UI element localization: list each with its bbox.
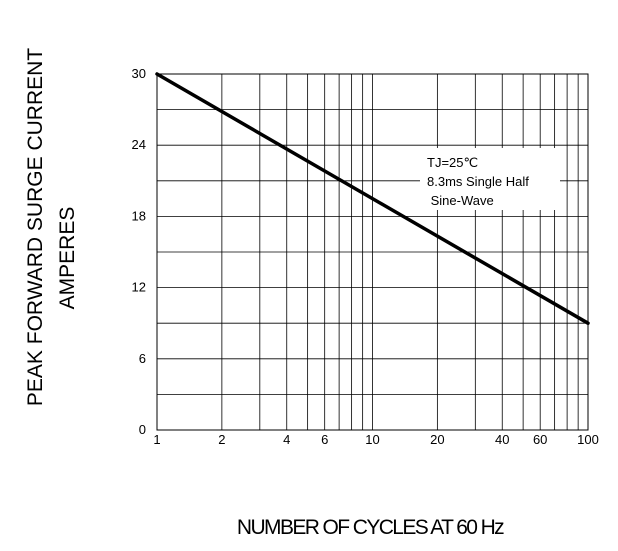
x-axis-title: NUMBER OF CYCLES AT 60 Hz — [237, 516, 504, 539]
y-tick-label: 12 — [132, 280, 146, 295]
x-tick-label: 40 — [495, 432, 509, 447]
x-tick-label: 20 — [430, 432, 444, 447]
grid-lines — [156, 73, 589, 431]
y-tick-label: 0 — [139, 422, 146, 437]
y-axis-title-line-2: AMPERES — [56, 207, 79, 310]
series-line-0 — [155, 72, 590, 325]
y-tick-label: 18 — [132, 208, 146, 223]
annotation-line: TJ=25℃ — [427, 155, 478, 170]
annotation: TJ=25℃ 8.3ms Single Half Sine-Wave — [420, 148, 560, 210]
annotation-box — [420, 148, 560, 210]
series-layer — [155, 72, 590, 325]
annotation-line: 8.3ms Single Half — [427, 174, 529, 189]
x-tick-label: 2 — [218, 432, 225, 447]
y-axis-title-line-1: PEAK FORWARD SURGE CURRENT — [24, 48, 47, 406]
y-tick-label: 6 — [139, 351, 146, 366]
plot-frame — [156, 73, 589, 431]
x-tick-label: 10 — [365, 432, 379, 447]
y-tick-label: 24 — [132, 137, 146, 152]
annotation-line: Sine-Wave — [427, 193, 494, 208]
y-tick-label: 30 — [132, 66, 146, 81]
x-tick-label: 1 — [153, 432, 160, 447]
x-tick-label: 100 — [577, 432, 599, 447]
x-tick-label: 4 — [283, 432, 290, 447]
x-tick-label: 60 — [533, 432, 547, 447]
x-tick-label: 6 — [321, 432, 328, 447]
